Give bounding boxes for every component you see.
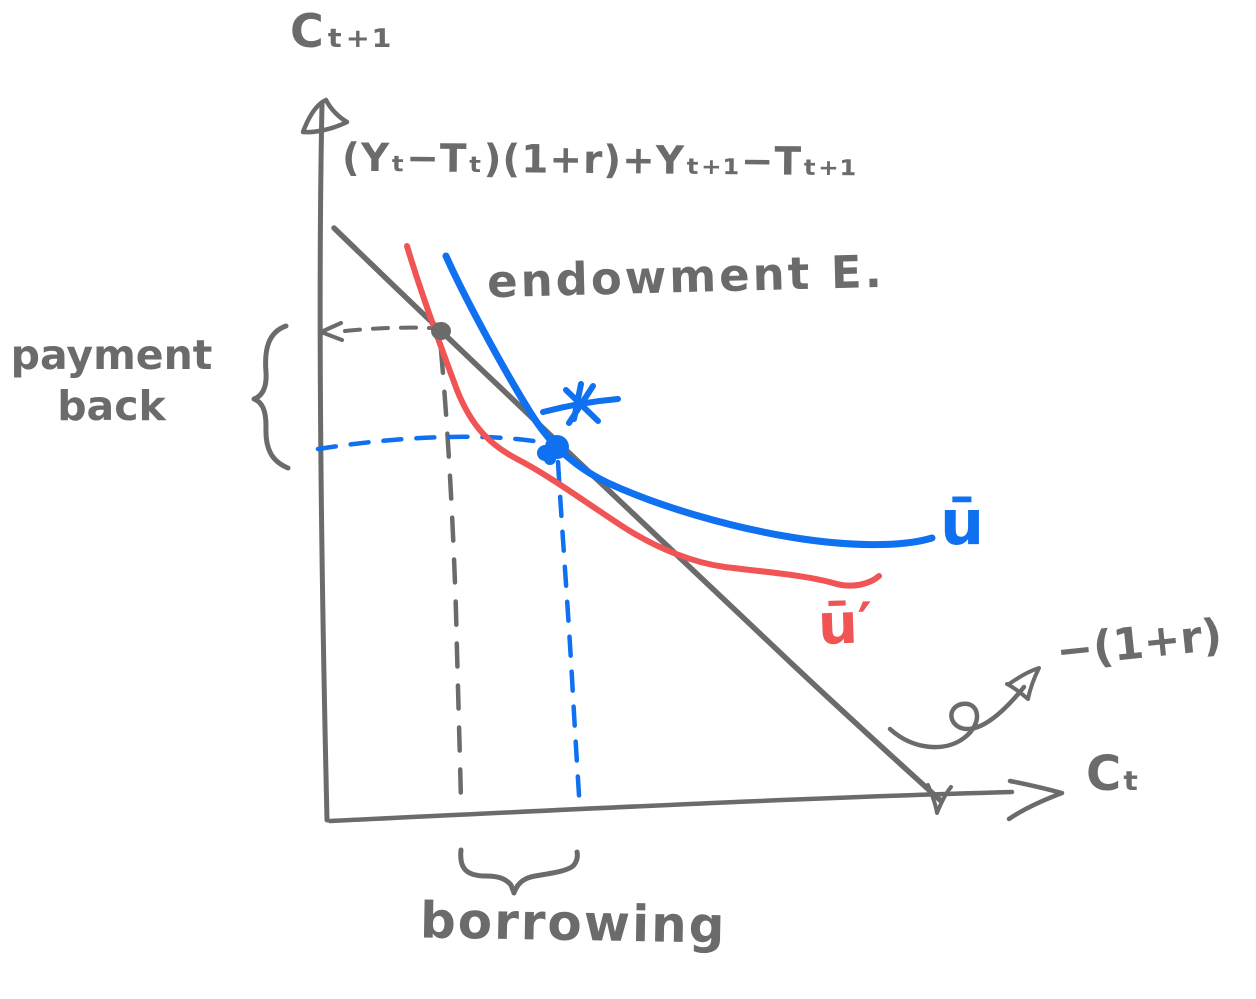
payment-back-label: payment back: [10, 331, 213, 431]
borrowing-label: borrowing: [419, 891, 728, 955]
endowment-vertical-dash: [438, 347, 464, 805]
u-bar-curve-label: ū: [940, 486, 985, 559]
y-axis-line: [317, 101, 330, 823]
slope-annotation-arrow: [887, 666, 1041, 750]
borrowing-brace-icon: [458, 847, 580, 896]
blue-dot-marker-blob2: [544, 453, 556, 465]
optimum-horizontal-dash: [315, 434, 548, 452]
y-axis-label: Cₜ₊₁: [290, 4, 395, 58]
budget-intercept-formula: (Yₜ−Tₜ)(1+r)+Yₜ₊₁−Tₜ₊₁: [341, 135, 859, 186]
budget-line: [331, 225, 953, 815]
slope-arrowhead-icon: [1005, 666, 1041, 701]
endowment-point: [431, 322, 451, 340]
u-bar-prime-curve-label: ū′: [816, 591, 874, 658]
budget-line-end-hook: [926, 783, 953, 815]
optimum-guides: [315, 434, 583, 814]
indifference-curve-u-bar: [442, 252, 936, 549]
budget-line-stroke: [331, 225, 943, 803]
x-axis-label: Cₜ: [1086, 746, 1140, 802]
optimum-star: [540, 381, 621, 426]
gray-dot-marker-icon: [431, 322, 451, 340]
x-axis: [327, 778, 1065, 824]
x-axis-arrow-icon: [1006, 778, 1065, 822]
slope-arrow-curve: [887, 684, 1027, 750]
endowment-label: endowment E.: [486, 244, 886, 309]
optimum-vertical-dash: [555, 459, 583, 814]
x-axis-line: [327, 789, 1015, 824]
asterisk-stroke-v: [571, 381, 584, 422]
endowment-guides: [319, 321, 464, 805]
y-axis: [300, 97, 350, 823]
payment-back-brace-icon: [251, 323, 291, 471]
endowment-dash-arrow-icon: [319, 321, 344, 342]
y-axis-arrow-icon: [300, 97, 350, 135]
endowment-horizontal-dash: [343, 325, 432, 333]
indifference-curve-u-bar-prime: [404, 243, 882, 589]
optimum-point: [537, 435, 569, 465]
